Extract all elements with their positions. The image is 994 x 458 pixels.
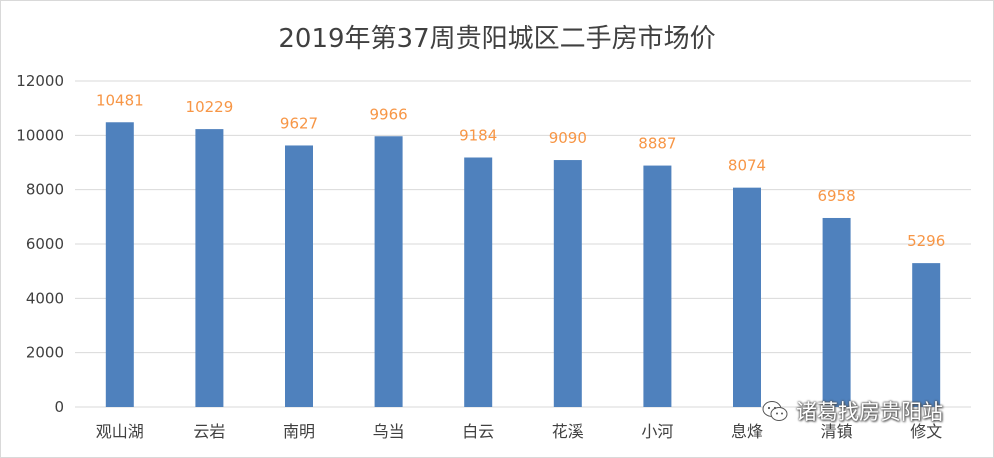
data-label: 8887 bbox=[638, 135, 676, 153]
y-tick-label: 6000 bbox=[26, 235, 64, 253]
chart-title: 2019年第37周贵阳城区二手房市场价 bbox=[278, 24, 716, 54]
data-label: 9184 bbox=[459, 127, 497, 145]
watermark-text: 诸葛找房贵阳站 bbox=[796, 400, 943, 424]
category-label: 云岩 bbox=[193, 422, 225, 441]
category-label: 息烽 bbox=[731, 422, 763, 441]
data-label: 10481 bbox=[96, 91, 144, 109]
category-label: 修文 bbox=[910, 422, 942, 441]
wechat-icon bbox=[762, 401, 788, 421]
category-label: 花溪 bbox=[552, 422, 584, 441]
bar bbox=[285, 145, 313, 408]
bar bbox=[105, 122, 134, 407]
bar bbox=[912, 263, 941, 407]
bar bbox=[464, 157, 493, 407]
y-tick-label: 4000 bbox=[26, 289, 64, 307]
category-label: 小河 bbox=[641, 422, 673, 441]
category-label: 观山湖 bbox=[96, 422, 144, 441]
category-label: 乌当 bbox=[373, 422, 405, 441]
y-tick-label: 10000 bbox=[16, 126, 64, 144]
category-label: 清镇 bbox=[821, 422, 853, 441]
data-label: 8074 bbox=[728, 157, 766, 175]
data-label: 9090 bbox=[549, 129, 587, 147]
data-label: 10229 bbox=[186, 98, 234, 116]
bar bbox=[553, 160, 582, 407]
category-label: 南明 bbox=[283, 422, 315, 441]
y-tick-label: 12000 bbox=[16, 72, 64, 90]
bar bbox=[643, 165, 672, 407]
watermark: 诸葛找房贵阳站 bbox=[762, 396, 943, 426]
bar bbox=[374, 136, 403, 407]
y-tick-label: 8000 bbox=[26, 181, 64, 199]
y-tick-label: 0 bbox=[54, 398, 64, 416]
bar bbox=[195, 129, 224, 407]
data-label: 9627 bbox=[280, 114, 318, 132]
bar bbox=[822, 217, 851, 407]
category-label: 白云 bbox=[462, 422, 494, 441]
data-label: 6958 bbox=[818, 187, 856, 205]
y-tick-label: 2000 bbox=[26, 344, 64, 362]
data-label: 9966 bbox=[370, 105, 408, 123]
bar bbox=[733, 187, 761, 407]
data-label: 5296 bbox=[907, 232, 945, 250]
